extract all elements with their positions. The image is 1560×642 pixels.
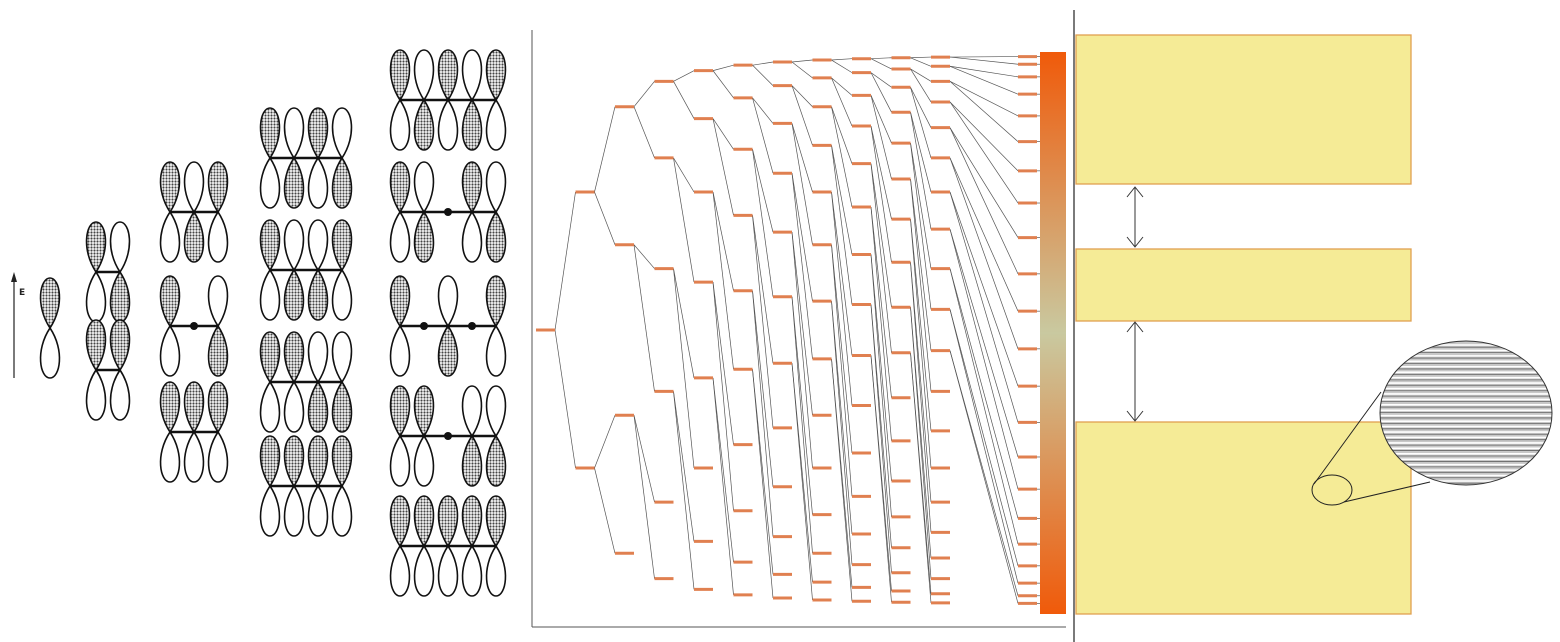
zoom-source-circle <box>1311 474 1353 506</box>
orbital-state <box>259 435 353 537</box>
orbital-state <box>39 277 61 379</box>
energy-level-panel <box>531 30 1066 628</box>
orbital-state <box>389 49 507 151</box>
orbital-state <box>159 381 229 483</box>
orbital-state <box>389 161 507 263</box>
orbital-state <box>159 275 229 377</box>
middle-band <box>1075 248 1412 322</box>
orbital-columns <box>39 49 507 597</box>
lower-band <box>1075 421 1412 615</box>
continuous-band-bar <box>1040 52 1066 614</box>
orbital-state <box>85 221 131 323</box>
orbital-state <box>259 107 353 209</box>
orbital-state <box>259 219 353 321</box>
orbital-state <box>259 331 353 433</box>
gap-arrow-upper <box>1126 186 1144 248</box>
orbital-state <box>389 495 507 597</box>
orbital-state <box>389 385 507 487</box>
orbital-state <box>85 319 131 421</box>
upper-band <box>1075 34 1412 185</box>
energy-axis: E <box>11 272 25 378</box>
orbital-state <box>159 161 229 263</box>
energy-axis-label: E <box>19 288 25 298</box>
band-panel <box>1075 34 1553 615</box>
zoom-lens <box>1379 340 1553 486</box>
orbital-state <box>389 275 507 377</box>
gap-arrow-lower <box>1126 321 1144 422</box>
energy-levels <box>536 55 1040 605</box>
